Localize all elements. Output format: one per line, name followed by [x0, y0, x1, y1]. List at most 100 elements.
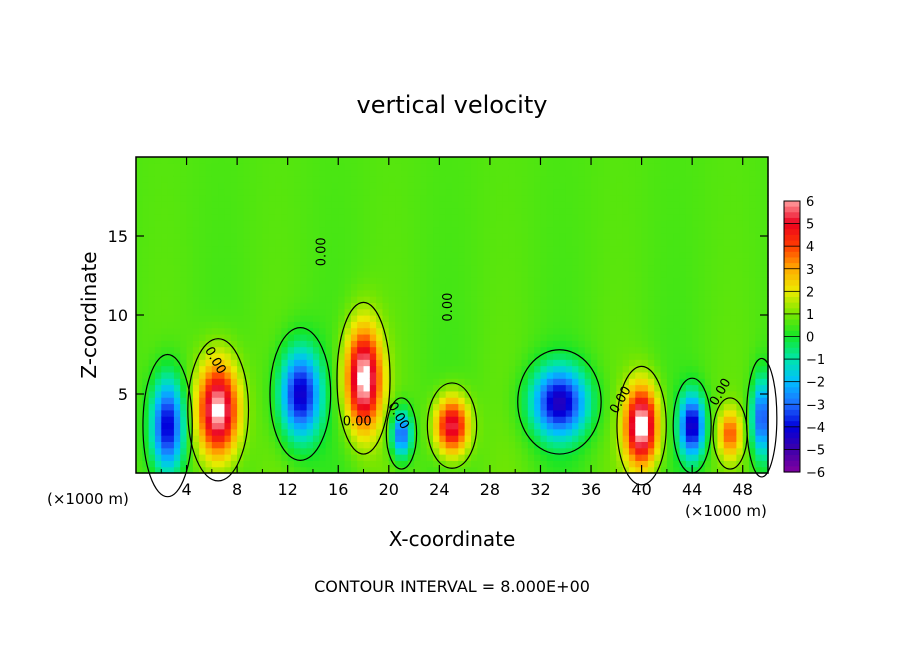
heatmap-cell [224, 201, 232, 209]
heatmap-cell [433, 182, 440, 190]
heatmap-cell [426, 365, 434, 373]
heatmap-cell [673, 277, 681, 284]
heatmap-cell [723, 226, 731, 234]
heatmap-cell [660, 213, 668, 221]
heatmap-cell [388, 315, 396, 322]
heatmap-cell [654, 460, 662, 468]
heatmap-cell [458, 232, 466, 240]
heatmap-cell [192, 251, 200, 259]
heatmap-cell [230, 289, 238, 297]
heatmap-cell [591, 315, 598, 322]
heatmap-cell [610, 302, 617, 310]
heatmap-cell [546, 428, 554, 436]
heatmap-cell [136, 264, 143, 272]
heatmap-cell [331, 270, 339, 278]
heatmap-cell [572, 327, 579, 335]
heatmap-cell [136, 302, 143, 310]
heatmap-cell [287, 371, 295, 379]
heatmap-cell [180, 397, 188, 405]
heatmap-cell [641, 226, 649, 234]
heatmap-cell [439, 428, 447, 436]
heatmap-cell [736, 258, 744, 266]
heatmap-cell [742, 359, 750, 367]
heatmap-cell [237, 194, 245, 202]
heatmap-cell [508, 207, 516, 215]
heatmap-cell [262, 239, 270, 247]
heatmap-cell [572, 447, 579, 455]
heatmap-cell [294, 346, 301, 354]
heatmap-cell [628, 365, 636, 373]
heatmap-cell [388, 384, 396, 392]
heatmap-cell [647, 277, 655, 284]
heatmap-cell [344, 308, 352, 316]
heatmap-cell [363, 175, 371, 183]
heatmap-cell [660, 232, 668, 240]
heatmap-cell [268, 270, 276, 278]
heatmap-cell [641, 333, 649, 341]
heatmap-cell [426, 296, 434, 303]
heatmap-cell [464, 213, 472, 221]
heatmap-cell [666, 194, 674, 202]
heatmap-cell [275, 359, 282, 367]
heatmap-cell [306, 277, 314, 284]
heatmap-cell [281, 302, 289, 310]
heatmap-cell [489, 251, 497, 259]
heatmap-cell [673, 460, 681, 468]
heatmap-cell [382, 163, 390, 171]
heatmap-cell [628, 194, 636, 202]
heatmap-cell [502, 340, 510, 348]
heatmap-cell [167, 315, 175, 322]
heatmap-cell [666, 390, 674, 398]
heatmap-cell [673, 270, 681, 278]
heatmap-cell [685, 333, 693, 341]
heatmap-cell [167, 296, 175, 303]
heatmap-cell [388, 327, 396, 335]
heatmap-cell [452, 289, 459, 297]
heatmap-cell [382, 226, 390, 234]
heatmap-cell [616, 213, 624, 221]
heatmap-cell [180, 340, 188, 348]
heatmap-cell [148, 378, 156, 386]
heatmap-cell [249, 422, 257, 430]
heatmap-cell [180, 157, 188, 164]
heatmap-cell [173, 390, 181, 398]
heatmap-cell [464, 333, 472, 341]
heatmap-cell [508, 308, 516, 316]
heatmap-cell [211, 333, 219, 341]
heatmap-cell [338, 220, 346, 228]
heatmap-cell [426, 428, 434, 436]
heatmap-cell [136, 239, 143, 247]
heatmap-cell [591, 283, 598, 291]
heatmap-cell [730, 359, 737, 367]
heatmap-cell [224, 447, 232, 455]
heatmap-cell [679, 239, 687, 247]
heatmap-cell [395, 239, 403, 247]
heatmap-cell [534, 270, 542, 278]
heatmap-cell [401, 390, 409, 398]
heatmap-cell [515, 397, 523, 405]
heatmap-cell [180, 365, 188, 373]
heatmap-cell [388, 409, 396, 417]
heatmap-cell [319, 175, 327, 183]
heatmap-cell [730, 251, 737, 259]
heatmap-cell [167, 258, 175, 266]
heatmap-cell [730, 220, 737, 228]
heatmap-cell [426, 359, 434, 367]
heatmap-cell [230, 365, 238, 373]
heatmap-cell [186, 232, 194, 240]
heatmap-cell [470, 308, 478, 316]
heatmap-cell [369, 428, 377, 436]
heatmap-cell [230, 422, 238, 430]
heatmap-cell [622, 188, 630, 196]
heatmap-cell [344, 384, 352, 392]
heatmap-cell [452, 346, 459, 354]
heatmap-cell [294, 422, 301, 430]
heatmap-cell [679, 270, 687, 278]
heatmap-cell [148, 283, 156, 291]
heatmap-cell [376, 454, 384, 461]
heatmap-cell [610, 207, 617, 215]
heatmap-cell [325, 194, 333, 202]
heatmap-cell [610, 447, 617, 455]
heatmap-cell [597, 378, 605, 386]
heatmap-cell [749, 175, 756, 183]
